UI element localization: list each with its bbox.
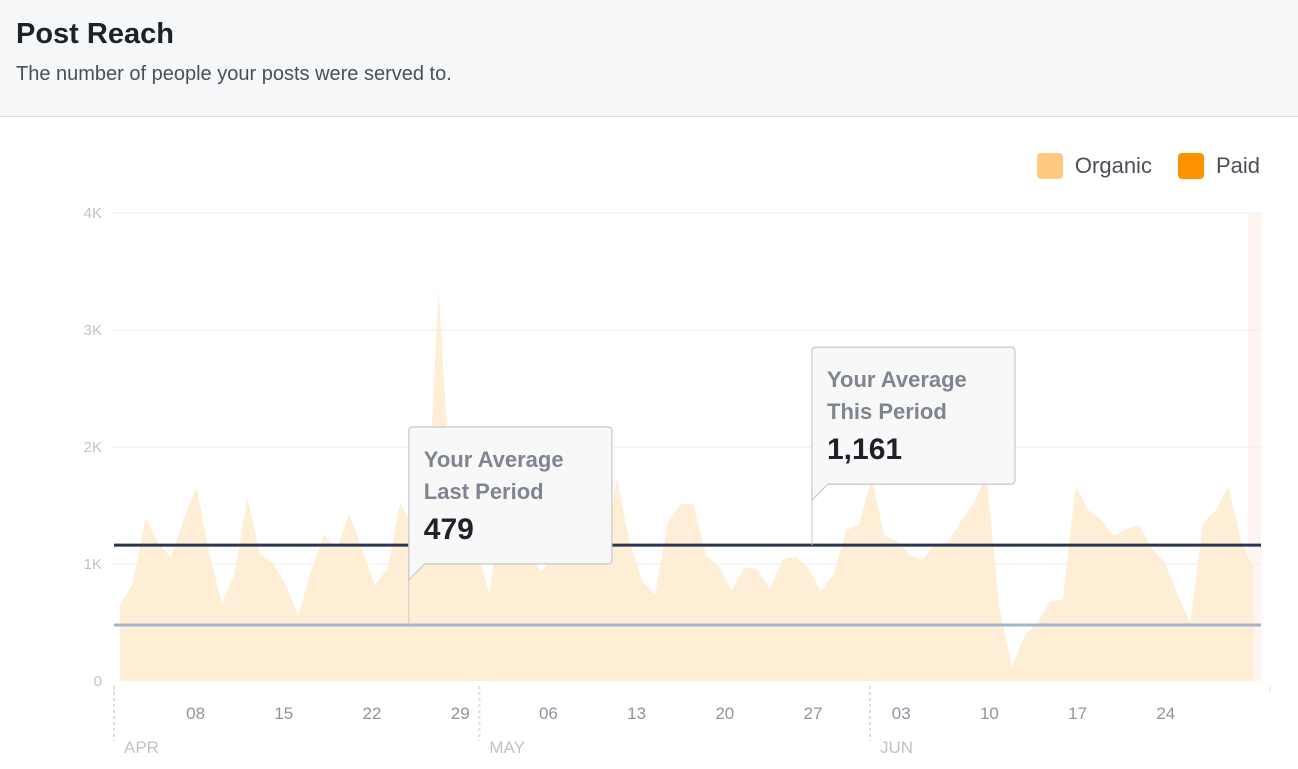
month-label: APR [124, 738, 159, 757]
x-tick-label: 24 [1156, 704, 1175, 723]
y-tick-label: 2K [84, 439, 102, 456]
x-tick-label: 22 [363, 704, 382, 723]
legend-item-paid[interactable]: Paid [1177, 153, 1260, 179]
callout-value: 479 [424, 513, 474, 546]
y-tick-label: 1K [84, 556, 102, 573]
x-tick-label: 08 [186, 704, 205, 723]
y-tick-label: 3K [84, 322, 102, 339]
x-tick-label: 15 [274, 704, 293, 723]
y-tick-label: 4K [84, 205, 102, 222]
legend-item-organic[interactable]: Organic [1036, 153, 1152, 179]
callout-box [811, 346, 1016, 502]
callout-title-line2: This Period [827, 399, 947, 424]
chart-header: Post Reach The number of people your pos… [0, 0, 1298, 117]
legend-label-organic: Organic [1074, 153, 1152, 178]
callout-title-line1: Your Average [424, 447, 564, 472]
x-tick-label: 27 [804, 704, 823, 723]
page-title: Post Reach [16, 18, 174, 50]
page-subtitle: The number of people your posts were ser… [16, 63, 452, 85]
callout-box [408, 426, 613, 582]
x-tick-label: 06 [539, 704, 558, 723]
y-tick-label: 0 [94, 673, 102, 690]
callout-title-line1: Your Average [827, 367, 967, 392]
average-callout: Your Average This Period 1,161 [811, 346, 1016, 546]
legend-label-paid: Paid [1215, 153, 1260, 178]
legend-swatch-organic [1036, 153, 1063, 179]
average-callout: Your Average Last Period 479 [408, 426, 613, 625]
x-tick-label: 29 [451, 704, 470, 723]
x-tick-label: 10 [980, 704, 999, 723]
chart-legend: Organic Paid [1011, 153, 1260, 179]
month-label: JUN [880, 738, 913, 757]
organic-area [120, 289, 1254, 681]
legend-swatch-paid [1177, 153, 1204, 179]
x-tick-label: 20 [715, 704, 734, 723]
callout-value: 1,161 [827, 433, 902, 466]
x-tick-label: 13 [627, 704, 646, 723]
x-tick-label: 03 [892, 704, 911, 723]
callout-title-line2: Last Period [424, 479, 544, 504]
x-tick-label: 17 [1068, 704, 1087, 723]
month-label: MAY [489, 738, 525, 757]
